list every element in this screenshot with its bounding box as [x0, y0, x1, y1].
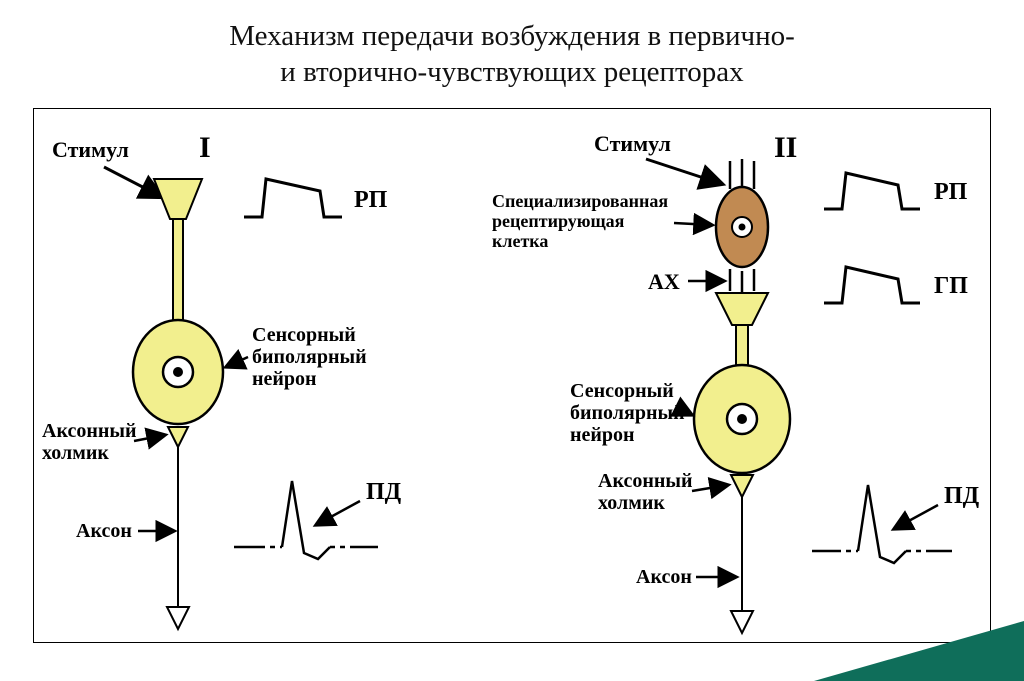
left-receptor-funnel	[154, 179, 202, 219]
left-stimulus-arrow	[104, 167, 162, 197]
left-axon-label: Аксон	[76, 520, 132, 542]
right-spec-2: рецептирующая	[492, 211, 625, 231]
left-pd-arrow	[316, 501, 360, 525]
right-sens-2: биполярный	[570, 402, 685, 424]
right-stimulus-arrow	[646, 159, 722, 184]
panel-primary: I Стимул	[42, 131, 402, 629]
right-axon-terminal	[731, 611, 753, 633]
left-sens-1: Сенсорный	[252, 324, 356, 346]
diagram-figure: I Стимул	[33, 108, 991, 643]
diagram-svg: I Стимул	[34, 109, 992, 642]
right-hillock-arrow	[692, 485, 728, 491]
left-axon-hillock	[168, 427, 188, 447]
right-spec-arrow	[674, 223, 712, 225]
left-sens-2: биполярный	[252, 346, 367, 368]
title-line-2: и вторично-чувствующих рецепторах	[280, 56, 743, 88]
heading-II: II	[774, 131, 797, 164]
left-hillock-arrow	[134, 435, 165, 441]
right-axon-hillock	[731, 475, 753, 497]
right-spec-3: клетка	[492, 231, 548, 251]
right-sens-arrow	[684, 411, 692, 415]
left-nucleus-dot	[173, 367, 183, 377]
right-sens-1: Сенсорный	[570, 380, 674, 402]
left-rp-label: РП	[354, 187, 388, 213]
corner-accent	[814, 621, 1024, 681]
right-gp-label: ГП	[934, 273, 968, 299]
left-rp-wave	[244, 179, 342, 217]
right-rp-label: РП	[934, 179, 968, 205]
right-hillock-2: холмик	[598, 492, 665, 514]
left-hillock-2: холмик	[42, 442, 109, 464]
right-receptor-funnel	[716, 293, 768, 325]
left-axon-terminal	[167, 607, 189, 629]
right-stimulus-label: Стимул	[594, 131, 671, 156]
right-hillock-1: Аксонный	[598, 470, 693, 492]
right-sens-3: нейрон	[570, 424, 635, 446]
right-rp-wave	[824, 173, 920, 209]
right-ach-label: АХ	[648, 269, 680, 294]
right-nucleus-dot	[737, 414, 747, 424]
right-gp-wave	[824, 267, 920, 303]
left-sens-arrow	[226, 357, 248, 367]
left-dendrite	[173, 219, 183, 331]
right-pd-spike	[858, 485, 906, 563]
title-line-1: Механизм передачи возбуждения в первично…	[229, 20, 795, 52]
right-speccell-nuc-dot	[739, 224, 746, 231]
left-hillock-1: Аксонный	[42, 420, 137, 442]
left-stimulus-label: Стимул	[52, 137, 129, 162]
right-pd-arrow	[894, 505, 938, 529]
right-axon-label: Аксон	[636, 566, 692, 588]
heading-I: I	[199, 131, 211, 164]
left-pd-label: ПД	[366, 479, 402, 505]
right-spec-1: Специализированная	[492, 191, 668, 211]
panel-secondary: II Стимул Специализированная рецепти	[492, 131, 980, 633]
left-sens-3: нейрон	[252, 368, 317, 390]
slide-title: Механизм передачи возбуждения в первично…	[0, 18, 1024, 91]
right-pd-label: ПД	[944, 483, 980, 509]
